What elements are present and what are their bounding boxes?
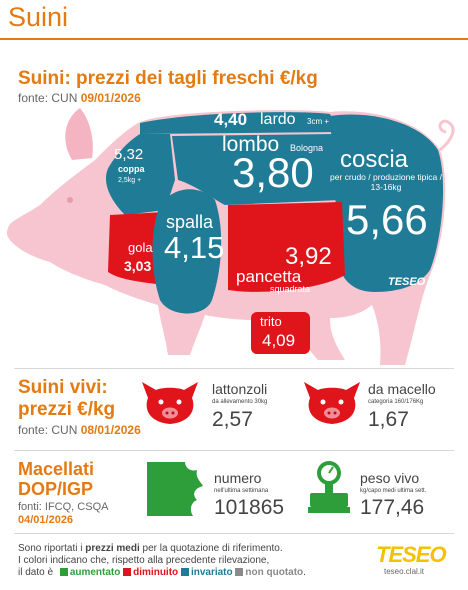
legend-swatch-non-quotato xyxy=(235,567,244,576)
trito-name: trito xyxy=(260,314,282,329)
dop-numero-sub: nell'ultima settimana xyxy=(214,488,269,494)
pig-ear xyxy=(65,108,93,160)
cuts-source-label: fonte: CUN xyxy=(18,91,78,105)
cuts-source-date: 09/01/2026 xyxy=(80,91,141,105)
cut-coscia xyxy=(330,114,444,293)
lardo-note: 3cm + xyxy=(307,117,330,126)
pig-tail xyxy=(438,119,455,152)
coscia-name: coscia xyxy=(340,146,409,173)
dop-title-1: Macellati xyxy=(18,459,95,479)
pig-head-icon xyxy=(142,382,198,424)
lombo-value: 3,80 xyxy=(232,149,314,196)
legend-non-quotato: non quotato xyxy=(245,567,304,578)
live-title-1: Suini vivi: xyxy=(18,377,108,398)
legend-diminuito: diminuito xyxy=(133,567,179,578)
scale-icon xyxy=(308,461,350,513)
macello-name: da macello xyxy=(368,381,436,397)
dop-peso-value: 177,46 xyxy=(360,496,425,519)
lattonzoli-value: 2,57 xyxy=(212,408,253,431)
cut-coppa xyxy=(105,134,175,215)
footer-text-b: prezzi medi xyxy=(85,543,140,554)
footer-text-c: per la quotazione di riferimento. xyxy=(139,543,283,554)
legend-swatch-diminuito xyxy=(123,567,132,576)
dop-peso-sub: kg/capo medi ultima sett. xyxy=(360,488,427,494)
brand-site[interactable]: teseo.clal.it xyxy=(384,567,425,576)
footer-end: . xyxy=(303,567,306,578)
pancetta-note: squadrata xyxy=(270,284,311,294)
spalla-value: 4,15 xyxy=(164,230,225,265)
pig-cuts-diagram xyxy=(7,108,455,365)
dop-source: fonti: IFCQ, CSQA xyxy=(18,501,109,513)
trito-value: 4,09 xyxy=(262,331,296,350)
live-source-date: 08/01/2026 xyxy=(80,423,141,437)
dop-numero-name: numero xyxy=(214,470,262,486)
divider-1 xyxy=(14,368,454,369)
coscia-value: 5,66 xyxy=(346,196,428,243)
footer-line-3: il dato è aumentato diminuito invariato … xyxy=(18,567,306,578)
legend-aumentato: aumentato xyxy=(69,567,121,578)
footer-text-dato: il dato è xyxy=(18,567,54,578)
pancetta-name: pancetta xyxy=(236,267,302,286)
page-title: Suini xyxy=(8,2,69,32)
header-divider xyxy=(0,38,468,40)
pancetta-value: 3,92 xyxy=(285,243,332,270)
brand-badge-pig: TESEO xyxy=(388,276,426,288)
trito-box: trito 4,09 xyxy=(251,312,310,354)
footer-line-1: Sono riportati i prezzi medi per la quot… xyxy=(18,543,283,554)
cuts-title: Suini: prezzi dei tagli freschi €/kg xyxy=(18,68,318,89)
dop-date: 04/01/2026 xyxy=(18,514,74,526)
live-source: fonte: CUN 08/01/2026 xyxy=(18,423,141,437)
coscia-note: per crudo / produzione tipica / 13-16kg xyxy=(330,172,442,192)
spalla-name: spalla xyxy=(166,212,214,232)
dop-title-2: DOP/IGP xyxy=(18,479,94,499)
footer-text-a: Sono riportati i xyxy=(18,543,86,554)
cut-spalla xyxy=(152,189,222,314)
dop-peso-name: peso vivo xyxy=(360,470,420,486)
lattonzoli-sub: da allevamento 30kg xyxy=(212,399,268,405)
brand-logo: TESEO xyxy=(376,542,447,567)
legend-swatch-aumentato xyxy=(59,567,68,576)
coppa-name: coppa xyxy=(118,164,145,174)
legend-invariato: invariato xyxy=(190,567,233,578)
gola-name: gola xyxy=(128,240,153,255)
cuts-source: fonte: CUN 09/01/2026 xyxy=(18,91,141,105)
lombo-note: Bologna xyxy=(290,143,324,153)
legend-swatch-invariato xyxy=(180,567,189,576)
live-title-2: prezzi €/kg xyxy=(18,399,116,420)
dop-numero-value: 101865 xyxy=(214,496,285,519)
coppa-note: 2,5kg + xyxy=(118,177,142,184)
pig-eye xyxy=(67,197,73,203)
lardo-name: lardo xyxy=(260,111,296,128)
cut-lombo xyxy=(172,134,340,205)
cut-gola xyxy=(108,212,165,285)
lattonzoli-name: lattonzoli xyxy=(212,381,268,397)
macello-value: 1,67 xyxy=(368,408,409,431)
gola-value: 3,03 xyxy=(124,258,152,274)
cut-pancetta xyxy=(228,202,345,292)
pig-head-icon xyxy=(304,382,360,424)
pig-carcass-icon xyxy=(147,462,203,516)
lardo-value: 4,40 xyxy=(214,110,248,129)
lombo-name: lombo xyxy=(222,133,280,156)
coppa-value: 5,32 xyxy=(114,146,144,163)
divider-3 xyxy=(14,533,454,534)
footer-line-2: I colori indicano che, rispetto alla pre… xyxy=(18,555,270,566)
live-source-label: fonte: CUN xyxy=(18,423,78,437)
macello-sub: categoria 160/176Kg xyxy=(368,399,424,405)
divider-2 xyxy=(14,450,454,451)
cut-lardo xyxy=(140,112,338,134)
